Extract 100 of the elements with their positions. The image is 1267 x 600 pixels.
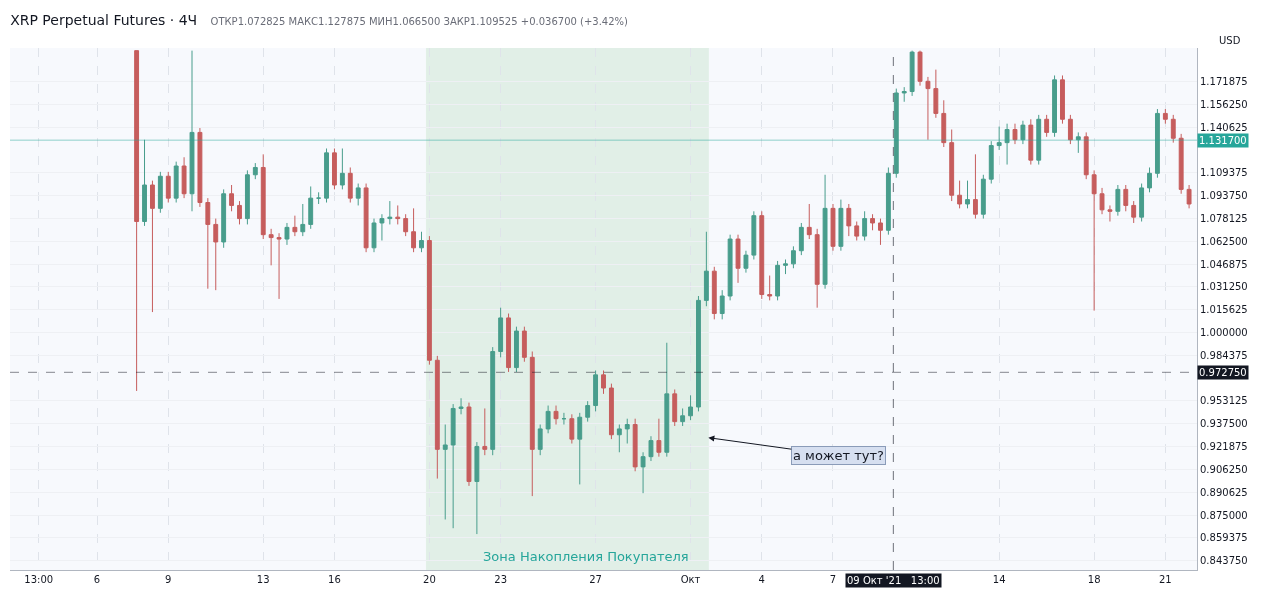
- candlestick: [173, 161, 179, 204]
- candlestick: [339, 147, 345, 190]
- candlestick: [252, 162, 258, 180]
- candlestick: [316, 191, 322, 205]
- x-tick-label: 16: [328, 574, 341, 585]
- candlestick: [379, 213, 385, 241]
- candlestick: [759, 210, 765, 300]
- candlestick: [1004, 123, 1010, 166]
- candlestick: [949, 129, 955, 202]
- candlestick: [862, 210, 868, 241]
- candlestick: [1147, 166, 1152, 193]
- candlestick: [743, 250, 749, 274]
- candlestick: [474, 441, 480, 535]
- y-tick-label: 1.078125: [1200, 212, 1248, 224]
- candlestick: [1131, 200, 1137, 224]
- candlestick: [917, 50, 923, 87]
- x-tick-label: 9: [165, 574, 172, 585]
- candlestick: [529, 351, 535, 497]
- candlestick: [798, 222, 804, 256]
- candlestick: [988, 140, 994, 185]
- candlestick: [1154, 108, 1160, 179]
- candlestick: [426, 235, 432, 366]
- candlestick: [1091, 169, 1097, 312]
- candlestick: [442, 424, 448, 520]
- y-tick-label: 0.906250: [1200, 463, 1248, 475]
- candlestick: [1020, 120, 1026, 145]
- y-tick-label: 0.875000: [1200, 509, 1248, 521]
- candlestick: [585, 400, 591, 423]
- candlestick: [632, 418, 638, 472]
- candlestick: [735, 234, 741, 284]
- candlestick: [688, 394, 693, 421]
- candlestick: [941, 99, 947, 148]
- candlestick: [751, 210, 757, 260]
- candlestick: [1170, 114, 1176, 144]
- y-tick-label: 1.046875: [1200, 258, 1248, 270]
- y-tick-label: 1.140625: [1200, 121, 1248, 133]
- x-tick-label: 18: [1087, 574, 1101, 585]
- x-tick-label: 27: [589, 574, 602, 585]
- x-tick-label: 7: [829, 574, 837, 585]
- candlestick: [1115, 184, 1121, 217]
- candlestick: [347, 166, 353, 204]
- candlestick: [616, 424, 622, 453]
- candlestick: [664, 342, 670, 458]
- candlestick: [1036, 114, 1042, 166]
- candlestick: [482, 407, 488, 456]
- candlestick: [142, 139, 147, 227]
- x-tick-label: 4: [758, 574, 765, 585]
- y-axis-title: USD: [1219, 35, 1241, 46]
- y-tick-label: 1.093750: [1200, 190, 1248, 202]
- candlestick: [403, 213, 409, 237]
- candlestick: [371, 218, 377, 253]
- candlestick: [189, 50, 195, 212]
- candlestick: [276, 232, 282, 300]
- y-tick-label: 1.062500: [1200, 235, 1248, 247]
- candlestick: [411, 207, 417, 253]
- x-tick-label: 14: [992, 574, 1006, 585]
- candlestick: [1162, 108, 1168, 125]
- candlestick: [395, 204, 401, 225]
- candlestick: [434, 355, 440, 480]
- candlestick: [324, 147, 329, 204]
- candlestick: [387, 200, 393, 225]
- candlestick: [157, 171, 163, 214]
- y-tick-label: 0.890625: [1200, 486, 1248, 498]
- ref-line-label: 0.972750: [1199, 367, 1247, 378]
- annotation: а может тут?: [793, 448, 885, 463]
- candlestick: [205, 197, 211, 290]
- candlestick: [134, 50, 140, 392]
- candlestick: [814, 228, 820, 309]
- candlestick: [545, 405, 551, 434]
- x-tick-label: 23: [494, 574, 507, 585]
- candlestick: [870, 213, 875, 231]
- candlestick: [577, 412, 583, 485]
- candlestick: [1028, 118, 1034, 166]
- candlestick: [624, 418, 630, 445]
- band-label: Зона Накопления Покупателя: [483, 549, 689, 564]
- candlestick: [838, 199, 844, 252]
- candlestick: [703, 231, 709, 307]
- candlestick: [514, 326, 519, 373]
- candlestick: [490, 346, 496, 456]
- y-tick-label: 1.171875: [1200, 75, 1248, 87]
- candlestick: [260, 153, 266, 240]
- candlestick: [1083, 131, 1089, 180]
- x-tick-label: 13: [256, 574, 270, 585]
- candlestick: [1178, 133, 1184, 195]
- candlestick: [450, 403, 456, 529]
- candlestick: [980, 174, 986, 220]
- candlestick: [1107, 204, 1113, 223]
- candlestick: [711, 266, 717, 320]
- candlestick: [601, 369, 606, 395]
- candlestick: [458, 397, 464, 415]
- candlestick: [466, 402, 472, 487]
- candlestick: [1075, 131, 1081, 154]
- chart-subtitle: ОТКР1.072825 МАКС1.127875 МИН1.066500 ЗАКР1.109525 +0.036700 (+3.42%): [210, 15, 629, 27]
- candlestick: [790, 245, 796, 269]
- candlestick: [640, 451, 646, 494]
- y-tick-label: 1.156250: [1200, 98, 1248, 110]
- candlestick: [972, 153, 978, 220]
- candlestick: [197, 127, 203, 208]
- candlestick: [901, 86, 907, 103]
- candlestick: [1186, 184, 1192, 209]
